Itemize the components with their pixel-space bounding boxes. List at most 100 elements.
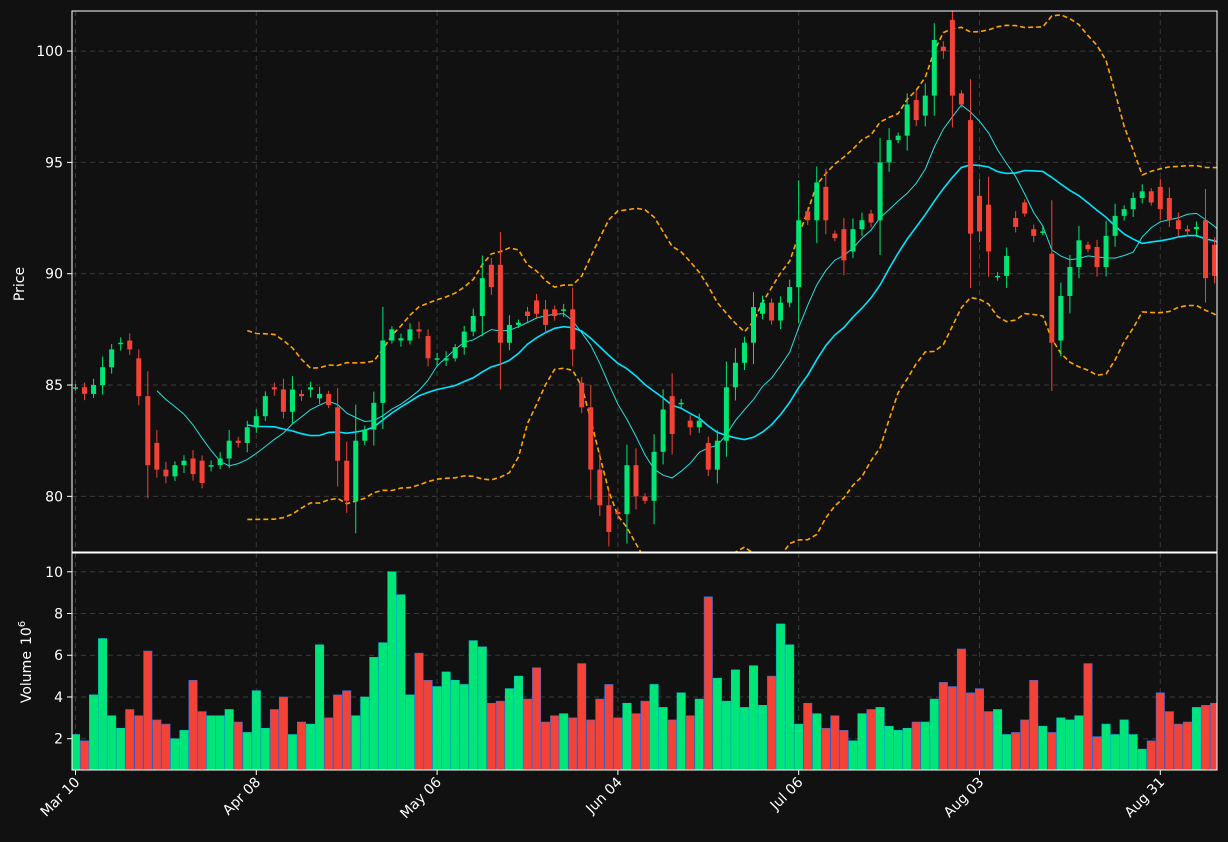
candle-body-56	[579, 382, 585, 408]
candle-body-53	[552, 309, 558, 317]
volume-bar-118	[1137, 748, 1147, 770]
volume-bar-36	[396, 594, 406, 770]
candle-body-80	[796, 220, 802, 288]
slow-ma-line	[247, 163, 1217, 441]
candle-body-34	[380, 340, 386, 403]
candle-body-111	[1076, 240, 1082, 268]
volume-bar-126	[1210, 702, 1217, 770]
candle-body-44	[470, 316, 476, 332]
candle-body-32	[362, 429, 368, 441]
candle-body-3	[100, 367, 106, 386]
volume-bar-76	[758, 705, 768, 770]
candle-body-36	[398, 338, 404, 341]
candle-body-21	[262, 396, 268, 417]
candle-body-43	[461, 331, 467, 348]
volume-bars	[72, 571, 1217, 770]
volume-bar-75	[748, 665, 758, 770]
candle-body-12	[181, 460, 187, 466]
candle-body-0	[73, 387, 78, 389]
volume-axis-label-power: 6	[17, 621, 28, 627]
volume-bar-9	[152, 719, 162, 770]
candle-body-25	[299, 393, 304, 397]
candle-body-118	[1139, 191, 1145, 199]
candle-body-23	[280, 389, 286, 412]
candle-body-98	[958, 93, 964, 105]
candle-body-54	[561, 309, 567, 311]
volume-bar-107	[1038, 725, 1048, 770]
candle-body-10	[163, 469, 169, 477]
volume-bar-105	[1020, 719, 1030, 770]
volume-bar-70	[703, 596, 713, 770]
candle-body-1	[82, 387, 88, 394]
price-tick-label-0: 80	[45, 489, 63, 505]
volume-bar-13	[188, 679, 198, 770]
volume-bar-23	[278, 696, 288, 770]
candle-body-106	[1031, 229, 1037, 236]
volume-bar-0	[72, 734, 81, 770]
volume-bar-48	[504, 688, 514, 770]
volume-bar-88	[866, 709, 876, 770]
volume-bar-119	[1146, 740, 1156, 770]
candle-body-79	[787, 287, 793, 303]
volume-bar-11	[170, 738, 180, 770]
volume-bar-25	[296, 721, 306, 770]
candle-body-22	[271, 387, 277, 390]
volume-bar-85	[839, 730, 849, 770]
volume-bar-34	[378, 642, 388, 770]
candle-body-77	[769, 302, 775, 321]
volume-bar-27	[315, 644, 325, 770]
candle-body-114	[1103, 235, 1109, 268]
volume-bar-99	[965, 692, 975, 770]
volume-bar-53	[550, 715, 560, 770]
candle-body-16	[217, 458, 223, 466]
candle-body-87	[859, 220, 865, 230]
price-axis-label: Price	[12, 267, 28, 301]
volume-bar-125	[1201, 705, 1211, 770]
volume-bar-10	[161, 723, 171, 770]
volume-bar-87	[857, 713, 867, 770]
upper-band-line	[247, 13, 1217, 370]
volume-bar-30	[342, 690, 352, 770]
candle-body-29	[335, 407, 341, 461]
candle-body-38	[416, 329, 422, 332]
volume-bar-73	[730, 669, 740, 770]
price-panel-frame	[71, 10, 1218, 553]
volume-axis-ticks: 2 4 6 8 10	[45, 565, 72, 748]
candle-body-59	[606, 505, 612, 532]
candle-body-55	[570, 309, 576, 350]
candle-body-26	[308, 387, 314, 390]
candle-body-5	[118, 342, 124, 345]
volume-bar-47	[495, 700, 505, 770]
volume-bar-93	[911, 721, 921, 770]
volume-bar-4	[107, 715, 117, 770]
volume-bar-5	[116, 727, 126, 770]
volume-bar-82	[812, 713, 822, 770]
candle-body-81	[805, 211, 811, 221]
candle-body-70	[705, 442, 711, 470]
candle-body-74	[741, 342, 747, 363]
candle-body-40	[434, 358, 440, 360]
candle-body-126	[1212, 244, 1217, 276]
candles	[73, 11, 1217, 547]
volume-bar-80	[794, 723, 804, 770]
candle-body-66	[669, 396, 675, 435]
candle-body-69	[696, 420, 702, 428]
candle-body-116	[1121, 209, 1127, 216]
volume-bar-45	[477, 646, 487, 770]
candle-body-51	[534, 300, 540, 314]
candle-body-90	[886, 140, 892, 163]
candle-body-121	[1166, 198, 1172, 221]
volume-bar-83	[821, 727, 831, 770]
volume-bar-52	[541, 721, 551, 770]
candle-body-61	[624, 465, 630, 515]
volume-bar-60	[613, 717, 623, 770]
candle-body-71	[714, 440, 720, 470]
candle-body-107	[1040, 231, 1046, 233]
volume-tick-label-1: 4	[54, 690, 63, 706]
candle-body-49	[515, 322, 521, 325]
candle-body-100	[977, 195, 982, 232]
candle-body-11	[172, 465, 178, 477]
volume-bar-14	[197, 711, 207, 770]
